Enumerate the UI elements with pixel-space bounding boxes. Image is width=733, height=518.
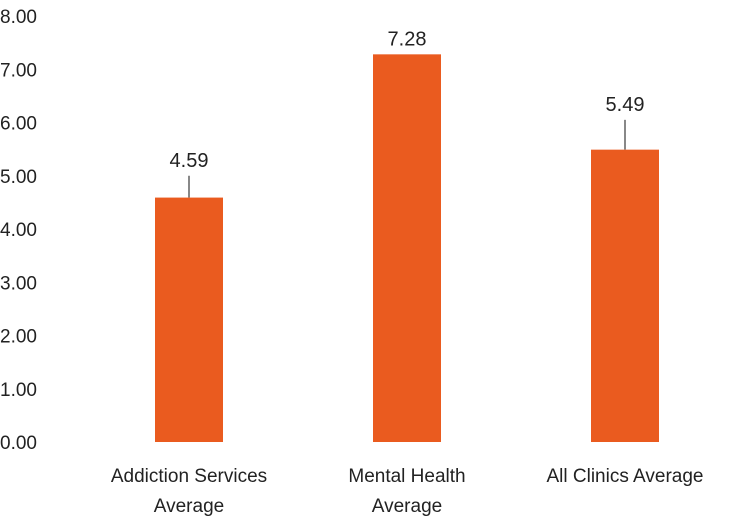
- x-axis: Addiction Services Average Mental Health Av…: [111, 466, 704, 517]
- y-tick-label: 7.00: [0, 60, 37, 81]
- category-label: Average: [372, 496, 442, 517]
- y-tick-label: 6.00: [0, 114, 37, 135]
- data-label: 7.28: [388, 28, 427, 50]
- y-tick-label: 2.00: [0, 327, 37, 348]
- bar: [155, 197, 223, 442]
- y-tick-label: 3.00: [0, 273, 37, 294]
- bar: [373, 54, 441, 443]
- y-tick-label: 8.00: [0, 7, 37, 28]
- category-label: Mental Health: [348, 466, 465, 487]
- category-label: Addiction Services: [111, 466, 267, 487]
- bar: [591, 149, 659, 442]
- bars: [155, 54, 659, 443]
- y-tick-label: 0.00: [0, 433, 37, 454]
- data-label: 5.49: [606, 94, 645, 116]
- y-axis: 0.00 1.00 2.00 3.00 4.00 5.00 6.00 7.00 8.00: [0, 7, 37, 454]
- data-label: 4.59: [170, 150, 209, 172]
- y-tick-label: 4.00: [0, 220, 37, 241]
- data-labels: 4.59 7.28 5.49: [170, 28, 645, 171]
- category-label: All Clinics Average: [546, 466, 703, 487]
- error-bars: [188, 119, 626, 198]
- y-tick-label: 1.00: [0, 380, 37, 401]
- category-label: Average: [154, 496, 224, 517]
- y-tick-label: 5.00: [0, 167, 37, 188]
